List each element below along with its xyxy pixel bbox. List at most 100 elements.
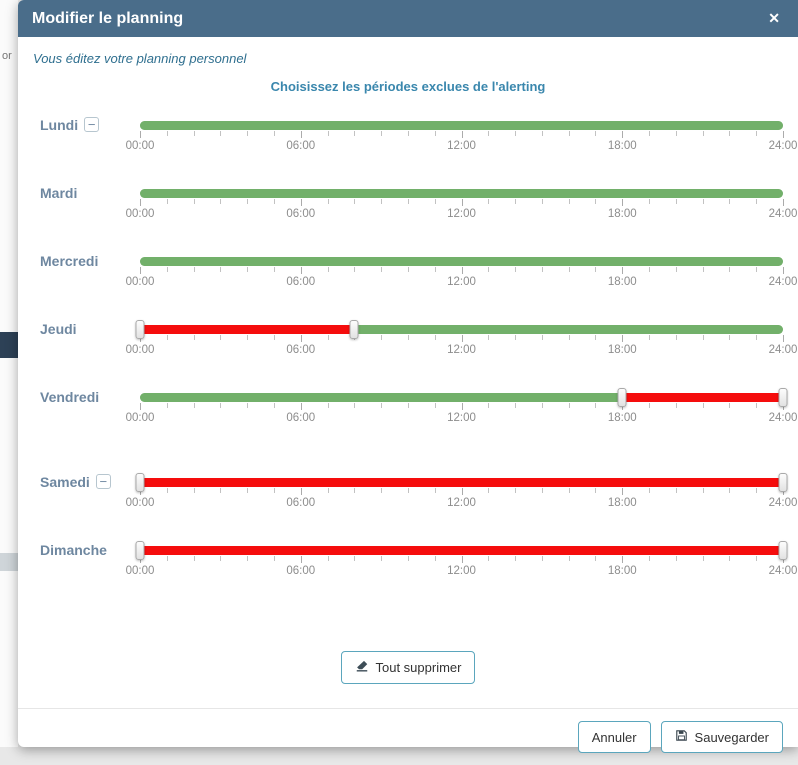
hour-tick — [729, 335, 731, 340]
slider-track[interactable] — [140, 189, 783, 198]
time-range-slider[interactable]: 00:00 06:00 12:00 18:00 24:00 — [126, 116, 798, 163]
hour-tick — [354, 267, 356, 272]
hour-tick — [273, 556, 275, 561]
modal-header: Modifier le planning ✕ — [18, 0, 798, 37]
time-range-slider[interactable]: 00:00 06:00 12:00 18:00 24:00 — [126, 388, 797, 435]
hour-tick — [273, 199, 275, 204]
hour-tick — [649, 335, 651, 340]
hour-tick — [193, 335, 195, 340]
hour-tick — [515, 488, 517, 493]
hour-tick — [247, 199, 249, 204]
slider-handle[interactable] — [617, 388, 627, 407]
hour-tick — [381, 131, 383, 136]
time-label: 00:00 — [125, 276, 155, 288]
slider-track[interactable] — [140, 325, 783, 334]
slider-ticks — [140, 267, 784, 275]
hour-tick — [702, 267, 704, 272]
slider-handle[interactable] — [135, 473, 145, 492]
hour-tick — [166, 131, 168, 136]
slider-handle[interactable] — [135, 541, 145, 560]
hour-tick — [300, 403, 302, 410]
remove-period-button[interactable]: − — [84, 117, 100, 132]
slider-segment[interactable] — [140, 546, 783, 555]
time-label: 24:00 — [768, 497, 798, 509]
slider-handle[interactable] — [778, 473, 788, 492]
clear-all-button[interactable]: Tout supprimer — [340, 651, 476, 684]
hour-tick — [488, 131, 490, 136]
slider-segment[interactable] — [354, 325, 783, 334]
hour-tick — [595, 267, 597, 272]
hour-tick — [541, 335, 543, 340]
slider-handle[interactable] — [778, 388, 788, 407]
time-label: 18:00 — [607, 565, 637, 577]
time-range-slider[interactable]: 00:00 06:00 12:00 18:00 24:00 — [126, 184, 798, 231]
time-range-slider[interactable]: 00:00 06:00 12:00 18:00 24:00 — [126, 320, 797, 367]
slider-handle[interactable] — [778, 541, 788, 560]
slider-segment[interactable] — [140, 121, 783, 130]
hour-tick — [541, 267, 543, 272]
slider-segment[interactable] — [622, 393, 783, 402]
hour-tick — [488, 199, 490, 204]
day-label: Jeudi — [33, 320, 140, 367]
slider-segment[interactable] — [140, 325, 355, 334]
time-label: 12:00 — [447, 208, 476, 220]
slider-track[interactable] — [140, 546, 783, 555]
hour-tick — [300, 556, 302, 563]
time-range-slider[interactable]: 00:00 06:00 12:00 18:00 24:00 — [126, 252, 797, 299]
hour-tick — [327, 199, 329, 204]
hour-tick — [434, 335, 436, 340]
day-rows: Lundi − 00:00 06:00 12:00 18:00 24:00 Mardi … — [33, 116, 798, 609]
hour-tick — [675, 199, 677, 204]
day-row: Lundi − 00:00 06:00 12:00 18:00 24:00 — [33, 116, 798, 163]
time-label: 06:00 — [286, 344, 316, 356]
slider-handle[interactable] — [349, 320, 359, 339]
slider-track[interactable] — [140, 257, 783, 266]
time-label: 12:00 — [447, 140, 476, 152]
slider-handle[interactable] — [135, 320, 145, 339]
time-label: 18:00 — [607, 412, 637, 424]
hour-tick — [783, 199, 784, 206]
slider-segment[interactable] — [140, 393, 623, 402]
hour-tick — [461, 556, 463, 563]
hour-tick — [675, 403, 677, 408]
slider-tick-labels: 00:00 06:00 12:00 18:00 24:00 — [126, 140, 798, 154]
hour-tick — [729, 267, 731, 272]
hour-tick — [595, 488, 597, 493]
slider-segment[interactable] — [140, 478, 783, 487]
slider-track[interactable] — [140, 393, 783, 402]
hour-tick — [434, 556, 436, 561]
hour-tick — [515, 267, 517, 272]
day-row: Mardi 00:00 06:00 12:00 18:00 24:00 — [33, 184, 798, 231]
slider-segment[interactable] — [140, 189, 783, 198]
time-range-slider[interactable]: 00:00 06:00 12:00 18:00 24:00 — [126, 473, 798, 520]
cancel-button[interactable]: Annuler — [577, 721, 651, 753]
hour-tick — [729, 488, 731, 493]
time-range-slider[interactable]: 00:00 06:00 12:00 18:00 24:00 — [126, 541, 797, 588]
hour-tick — [756, 403, 758, 408]
save-button[interactable]: Sauvegarder — [660, 721, 783, 753]
day-name: Mardi — [40, 185, 78, 201]
slider-tick-labels: 00:00 06:00 12:00 18:00 24:00 — [126, 497, 798, 511]
slider-tick-labels: 00:00 06:00 12:00 18:00 24:00 — [126, 208, 798, 222]
hour-tick — [622, 488, 624, 495]
hour-tick — [434, 488, 436, 493]
hour-tick — [247, 403, 249, 408]
hour-tick — [327, 488, 329, 493]
hour-tick — [568, 199, 570, 204]
time-label: 12:00 — [447, 497, 476, 509]
day-label: Vendredi — [33, 388, 140, 435]
slider-track[interactable] — [140, 478, 783, 487]
time-label: 06:00 — [286, 140, 316, 152]
time-label: 18:00 — [607, 140, 637, 152]
hour-tick — [649, 267, 651, 272]
time-label: 18:00 — [607, 276, 637, 288]
day-name: Dimanche — [40, 542, 107, 558]
hour-tick — [220, 199, 222, 204]
slider-segment[interactable] — [140, 257, 783, 266]
slider-track[interactable] — [140, 121, 783, 130]
close-icon[interactable]: ✕ — [764, 8, 784, 29]
hour-tick — [220, 131, 222, 136]
remove-period-button[interactable]: − — [95, 474, 111, 489]
hour-tick — [407, 199, 409, 204]
hour-tick — [488, 267, 490, 272]
